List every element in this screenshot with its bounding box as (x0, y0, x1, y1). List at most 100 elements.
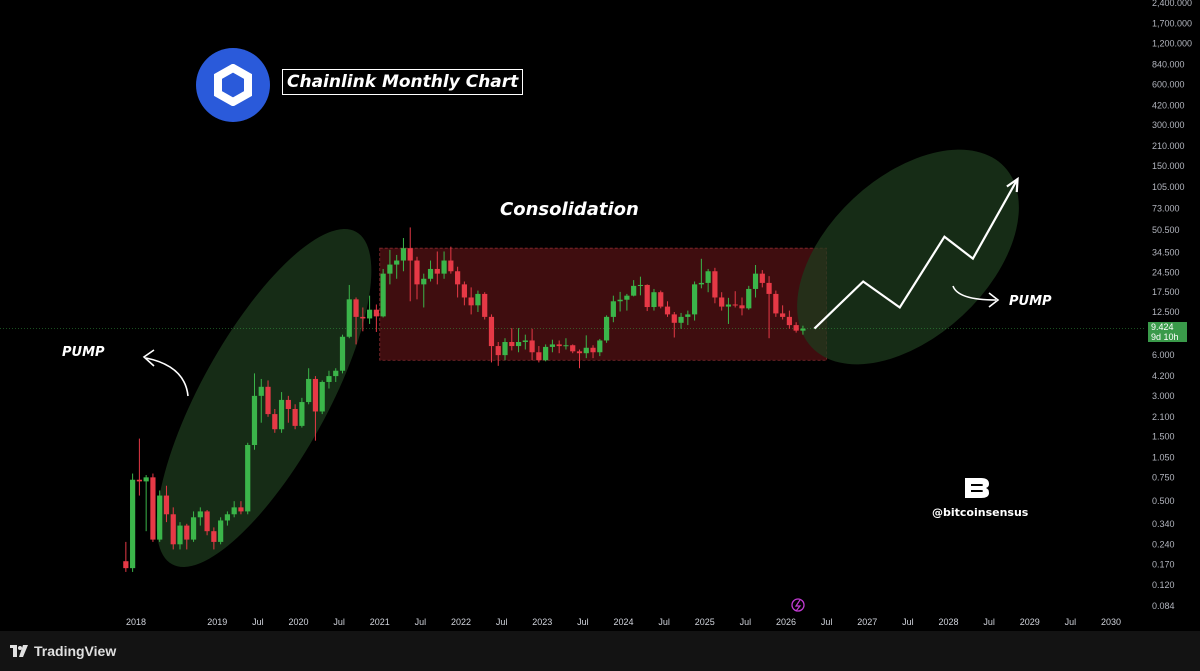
candle (292, 404, 298, 430)
pump-left-arrow (145, 357, 189, 397)
x-tick-label: 2020 (288, 617, 308, 627)
x-tick-label: 2018 (126, 617, 146, 627)
x-tick-label: 2029 (1020, 617, 1040, 627)
candle (204, 510, 210, 536)
candle (617, 291, 623, 312)
candle (177, 522, 183, 550)
candle (766, 276, 772, 339)
y-tick-label: 2.100 (1152, 412, 1175, 422)
candle (319, 380, 325, 415)
candle (448, 246, 454, 274)
candle (312, 376, 319, 441)
tradingview-logo-icon (10, 645, 28, 657)
candle (157, 490, 163, 542)
candle (732, 291, 738, 308)
candle (231, 501, 237, 518)
y-tick-label: 0.240 (1152, 539, 1175, 549)
candle (576, 349, 583, 369)
candle (427, 260, 434, 282)
x-tick-label: Jul (252, 617, 264, 627)
candle (658, 290, 664, 309)
candle (130, 473, 136, 572)
y-tick-label: 3.000 (1152, 391, 1175, 401)
candle (644, 284, 650, 312)
candle (482, 292, 488, 320)
lightning-icon[interactable] (791, 598, 805, 612)
y-tick-label: 210.000 (1152, 141, 1185, 151)
y-tick-label: 840.000 (1152, 60, 1185, 70)
chart-title: Chainlink Monthly Chart (282, 69, 524, 95)
candle (461, 281, 467, 306)
pump-left-label: PUMP (62, 345, 105, 360)
consolidation-label: Consolidation (500, 199, 639, 220)
candle (488, 314, 495, 363)
candle (475, 290, 481, 312)
y-tick-label: 12.500 (1152, 307, 1180, 317)
candle (698, 258, 704, 289)
candle (360, 307, 366, 332)
candle (238, 501, 244, 515)
bitcoinsensus-b-icon (965, 478, 989, 498)
x-tick-label: Jul (333, 617, 345, 627)
candle (502, 338, 508, 361)
y-tick-label: 300.000 (1152, 120, 1185, 130)
candle (346, 284, 352, 339)
candle (150, 473, 156, 542)
candle (394, 254, 400, 279)
candle (739, 297, 745, 316)
candle (543, 344, 549, 362)
candle (306, 368, 312, 405)
candle (556, 340, 562, 354)
y-tick-label: 4.200 (1152, 371, 1175, 381)
y-tick-label: 73.000 (1152, 203, 1180, 213)
candle (373, 304, 379, 332)
candle (509, 328, 515, 351)
x-tick-label: Jul (740, 617, 752, 627)
candle (705, 268, 711, 293)
current-price: 9.424 (1151, 322, 1174, 332)
y-tick-label: 1.500 (1152, 432, 1175, 442)
x-tick-label: Jul (902, 617, 914, 627)
candle (759, 270, 765, 288)
candles-layer (123, 227, 806, 572)
pump-right-arrowhead (988, 292, 1000, 308)
y-tick-label: 24.500 (1152, 267, 1180, 277)
candle (184, 523, 190, 550)
candle (603, 315, 610, 343)
candle (780, 305, 786, 320)
candle (197, 507, 203, 526)
candle (272, 408, 278, 433)
candle (414, 256, 420, 300)
candle (536, 346, 542, 363)
candle (434, 251, 440, 285)
candle (671, 311, 677, 338)
x-tick-label: Jul (577, 617, 589, 627)
y-tick-label: 2,400.000 (1152, 0, 1192, 8)
candle (570, 344, 576, 354)
candle (522, 334, 528, 350)
candle (651, 288, 657, 311)
candle (455, 266, 461, 298)
y-tick-label: 1,700.000 (1152, 18, 1192, 28)
x-tick-label: 2027 (857, 617, 877, 627)
tradingview-logo[interactable]: TradingView (10, 643, 116, 659)
overlay-layer (142, 176, 1019, 612)
candle (421, 273, 427, 308)
candle (326, 370, 332, 389)
candle (265, 380, 271, 417)
candle (285, 395, 291, 423)
pump-right-label: PUMP (1009, 294, 1052, 309)
x-tick-label: 2021 (370, 617, 390, 627)
candle (691, 281, 698, 321)
y-tick-label: 420.000 (1152, 100, 1185, 110)
price-chart[interactable]: 2,400.000 1,700.000 1,200.000 840.000 600.00… (0, 0, 1200, 631)
y-tick-label: 0.084 (1152, 601, 1175, 611)
y-tick-label: 150.000 (1152, 161, 1185, 171)
x-tick-label: 2022 (451, 617, 471, 627)
candle (136, 438, 142, 496)
chainlink-logo-icon (196, 48, 270, 122)
current-price-tag: 9.424 9d 10h (1148, 322, 1187, 342)
candle (590, 345, 596, 359)
candle (746, 285, 752, 310)
candle (773, 290, 779, 317)
